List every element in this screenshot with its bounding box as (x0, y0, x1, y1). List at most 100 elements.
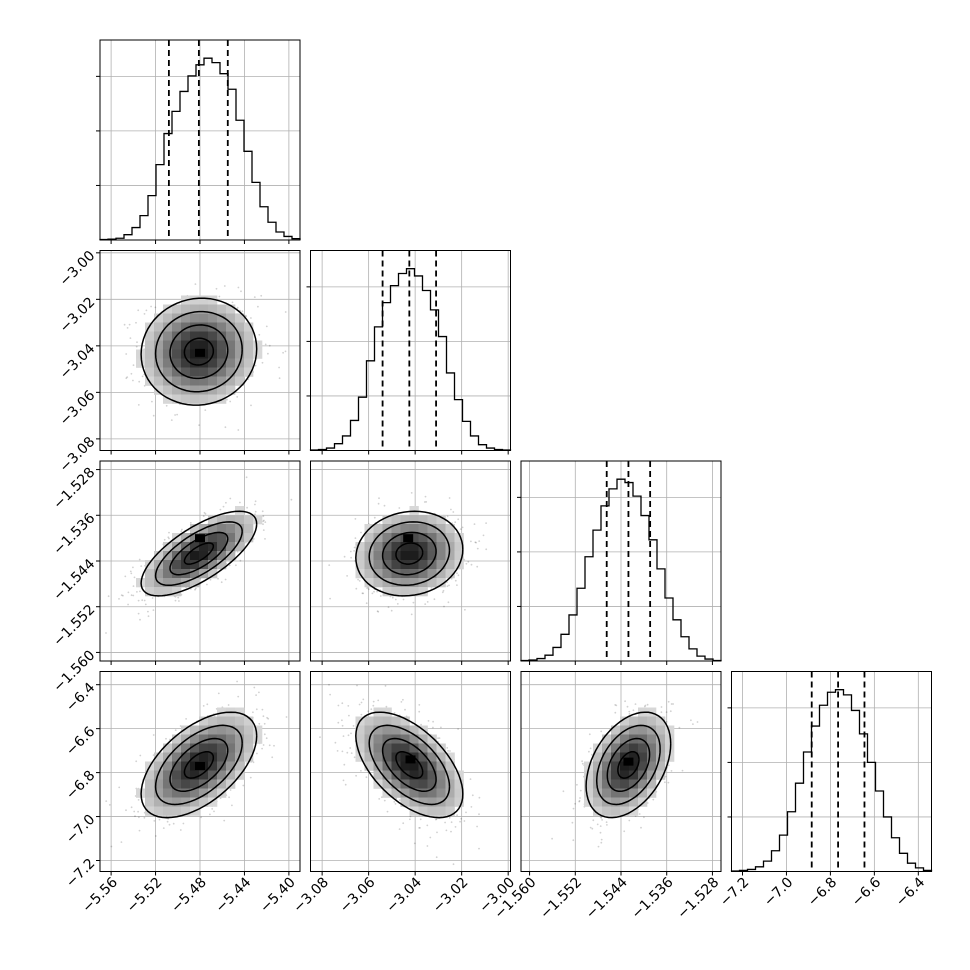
density-cell (226, 725, 236, 735)
density-cell (208, 304, 218, 314)
density-cell (199, 331, 209, 341)
scatter-point (362, 592, 365, 595)
density-cell (217, 716, 227, 726)
scatter-point (203, 511, 206, 514)
density-cell (584, 770, 594, 780)
scatter-point (135, 321, 137, 324)
density-cell (199, 797, 209, 807)
scatter-point (151, 400, 153, 403)
density-cell (163, 385, 173, 395)
density-cell (190, 376, 200, 386)
density-cell (418, 788, 428, 798)
scatter-point (383, 504, 386, 507)
contour-line (140, 711, 258, 819)
density-cell (244, 331, 254, 341)
scatter-point (265, 737, 268, 740)
density-cell (418, 551, 428, 561)
density-cell (382, 542, 392, 552)
density-cell (445, 533, 455, 543)
scatter-point (454, 826, 457, 828)
density-cell (226, 304, 236, 314)
density-cell (656, 752, 666, 762)
density-cell (593, 797, 603, 807)
contour-line (183, 750, 215, 779)
scatter-point (665, 721, 668, 723)
scatter-point (255, 708, 258, 711)
contour-line (183, 337, 215, 366)
density-cell (436, 560, 446, 570)
density-cell (364, 560, 374, 570)
density-cell (427, 578, 437, 588)
scatter-point (130, 372, 133, 375)
scatter-point (143, 816, 146, 819)
scatter-point (341, 750, 344, 753)
density-cell (208, 761, 218, 771)
scatter-point (592, 819, 595, 822)
density-cell (199, 367, 209, 377)
scatter-point (179, 829, 182, 831)
scatter-point (263, 519, 265, 522)
density-cell (427, 788, 437, 798)
scatter-point (571, 821, 574, 824)
scatter-point (376, 610, 379, 612)
scatter-point (413, 842, 416, 845)
density-cell (400, 716, 410, 726)
density-cell (436, 524, 446, 534)
scatter-point (185, 718, 188, 720)
density-cell (145, 779, 155, 789)
density-cell (418, 806, 428, 816)
scatter-point (474, 541, 477, 544)
scatter-point (373, 516, 376, 519)
scatter-point (284, 311, 287, 313)
scatter-point (459, 528, 462, 530)
density-cell (172, 394, 182, 404)
density-cell (382, 551, 392, 561)
density-cell (454, 551, 464, 561)
scatter-point (360, 713, 363, 716)
density-cell (373, 743, 383, 753)
scatter-point (133, 810, 136, 813)
scatter-point (240, 290, 242, 293)
scatter-point (135, 345, 138, 348)
scatter-point (664, 781, 666, 784)
scatter-point (452, 511, 455, 513)
scatter-point (623, 830, 626, 833)
density-cell (208, 779, 218, 789)
scatter-point (605, 821, 608, 824)
peak-cell (195, 534, 205, 543)
scatter-point (366, 587, 369, 590)
density-cell (172, 322, 182, 332)
scatter-point (202, 705, 205, 707)
scatter-point (432, 720, 434, 723)
density-cell (163, 394, 173, 404)
scatter-point (133, 576, 136, 579)
scatter-point (448, 816, 451, 819)
scatter-point (383, 799, 386, 802)
scatter-point (278, 377, 281, 380)
scatter-point (624, 700, 626, 703)
density-cell (418, 743, 428, 753)
peak-cell (195, 348, 205, 357)
density-cell (226, 734, 236, 744)
scatter-point (478, 540, 481, 542)
scatter-point (410, 492, 413, 494)
density-cell (172, 560, 182, 570)
density-cell (163, 770, 173, 780)
scatter-point (356, 684, 358, 687)
scatter-point (218, 295, 221, 298)
density-cell (400, 761, 410, 771)
scatter-point (475, 541, 477, 544)
scatter-point (290, 498, 293, 501)
scatter-point (353, 756, 356, 759)
density-cell (373, 770, 383, 780)
scatter-point (341, 724, 344, 727)
scatter-point (329, 597, 331, 600)
scatter-point (127, 603, 129, 606)
density-panel-4-3 (520, 671, 722, 876)
scatter-point (118, 786, 121, 789)
density-cell (382, 578, 392, 588)
density-cell (253, 734, 263, 744)
density-cell (208, 551, 218, 561)
scatter-point (125, 353, 128, 355)
scatter-point (678, 726, 681, 729)
